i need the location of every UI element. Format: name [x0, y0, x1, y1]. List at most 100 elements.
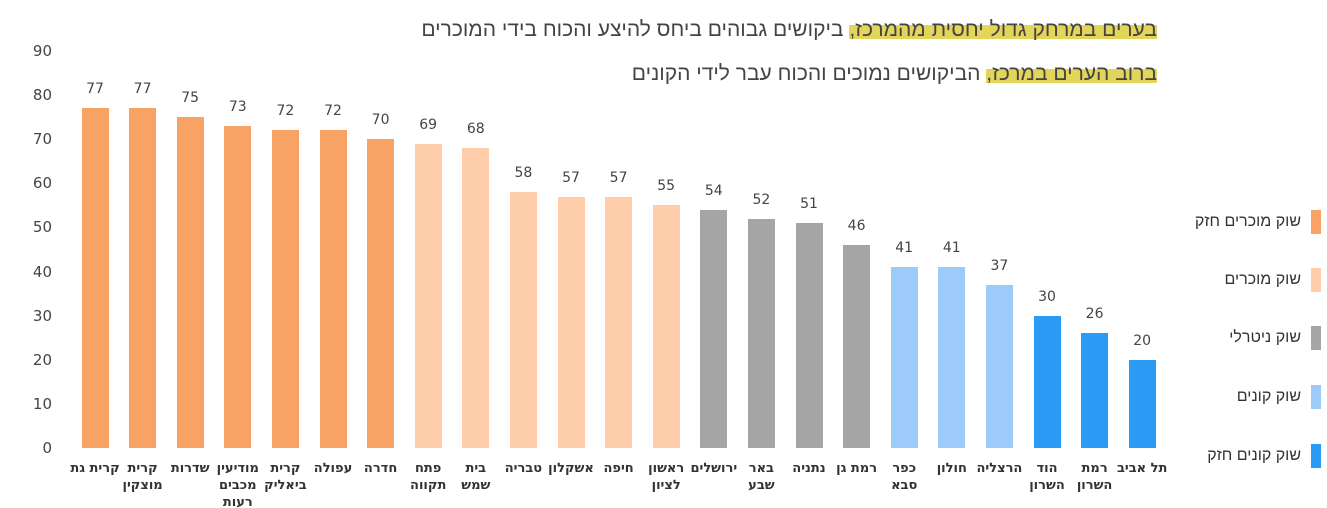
title-highlight: ברוב הערים במרכז, [986, 62, 1157, 85]
x-tick-label: הרצליה [976, 461, 1023, 476]
y-tick-label: 0 [42, 439, 52, 457]
x-tick-label: קרית ביאליק [264, 461, 307, 493]
legend-item: שוק קונים חזק [1207, 444, 1321, 468]
legend-item: שוק ניטרלי [1229, 326, 1321, 350]
data-label: 57 [609, 169, 628, 186]
x-tick-label: עפולה [313, 461, 353, 476]
x-tick-label: שדרות [170, 461, 210, 476]
legend-label: שוק קונים חזק [1207, 447, 1301, 464]
y-tick-label: 10 [32, 394, 52, 413]
x-tick-label: מודיעין מכבים רעות [216, 461, 259, 508]
legend-label: שוק ניטרלי [1229, 329, 1301, 346]
data-label: 20 [1133, 332, 1152, 349]
bar [224, 125, 252, 448]
x-tick-label: חיפה [603, 461, 634, 476]
y-tick-label: 20 [32, 350, 52, 369]
bar [652, 205, 680, 448]
y-tick-label: 90 [32, 42, 52, 60]
legend-item: שוק מוכרים חזק [1195, 210, 1321, 234]
bar [271, 130, 299, 448]
x-tick-label: באר שבע [748, 461, 775, 493]
legend-swatch [1311, 444, 1321, 468]
data-label: 77 [133, 81, 152, 98]
bar [985, 284, 1013, 448]
legend-swatch [1311, 326, 1321, 350]
y-tick-label: 60 [32, 174, 52, 193]
data-label: 41 [895, 240, 914, 257]
x-tick-label: נתניה [792, 461, 826, 476]
bar [81, 108, 109, 448]
x-tick-label: חדרה [363, 461, 398, 476]
data-label: 26 [1085, 306, 1104, 323]
bar [509, 192, 537, 448]
bar [557, 196, 585, 448]
x-tick-label: רמת גן [836, 461, 878, 476]
bar [1128, 359, 1156, 448]
bar [843, 245, 871, 448]
x-tick-label: קרית מוצקין [122, 461, 163, 493]
bar [129, 108, 157, 448]
bar [462, 148, 490, 448]
x-tick-label: הוד השרון [1029, 461, 1065, 493]
bar [176, 117, 204, 448]
data-label: 72 [276, 103, 295, 120]
x-tick-label: פתח תקווה [410, 461, 447, 493]
bar [890, 267, 918, 448]
x-tick-label: ירושלים [690, 461, 738, 476]
title-rest: ביקושים גבוהים ביחס להיצע והכוח בידי המו… [421, 18, 850, 41]
y-tick-label: 40 [32, 262, 52, 281]
bar [367, 139, 395, 448]
data-label: 30 [1038, 288, 1056, 305]
x-tick-label: רמת השרון [1076, 461, 1113, 493]
data-label: 41 [942, 240, 961, 257]
x-tick-label: כפר סבא [891, 461, 918, 493]
bar [1081, 333, 1109, 448]
x-tick-label: ראשון לציון [648, 461, 685, 493]
title-line-2: ברוב הערים במרכז, הביקושים נמוכים והכוח … [632, 62, 1157, 86]
data-label: 77 [86, 81, 104, 98]
x-tick-label: חולון [936, 461, 967, 476]
y-tick-label: 70 [32, 130, 52, 149]
title-line-1: בערים במרחק גדול יחסית מהמרכז, ביקושים ג… [421, 18, 1157, 42]
y-tick-label: 50 [32, 218, 52, 237]
data-label: 51 [800, 196, 818, 213]
y-tick-label: 30 [32, 306, 52, 325]
x-tick-label: טבריה [504, 461, 543, 476]
data-label: 37 [990, 257, 1009, 274]
data-label: 55 [657, 178, 676, 195]
bar [700, 209, 728, 448]
data-label: 69 [419, 116, 438, 133]
data-label: 68 [466, 121, 485, 138]
x-tick-label: תל אביב [1116, 461, 1168, 476]
bar [414, 143, 442, 448]
title-highlight: בערים במרחק גדול יחסית מהמרכז, [849, 18, 1157, 41]
data-label: 57 [562, 169, 580, 186]
x-tick-label: אשקלון [548, 461, 594, 476]
bar [605, 196, 633, 448]
data-label: 75 [181, 90, 200, 107]
legend-item: שוק קונים [1237, 385, 1321, 409]
legend-label: שוק קונים [1236, 388, 1301, 405]
bar [938, 267, 966, 448]
title-rest: הביקושים נמוכים והכוח עבר לידי הקונים [631, 62, 987, 85]
data-label: 46 [847, 218, 866, 235]
bar [747, 218, 775, 448]
legend-swatch [1311, 268, 1321, 292]
legend-label: שוק מוכרים [1224, 271, 1302, 288]
bar [1033, 315, 1061, 448]
data-label: 70 [371, 112, 390, 129]
data-label: 58 [514, 165, 533, 182]
data-label: 73 [228, 98, 247, 115]
x-tick-label: בית שמש [461, 461, 491, 493]
data-label: 54 [704, 182, 723, 199]
bar [319, 130, 347, 448]
bar [795, 223, 823, 448]
data-label: 72 [324, 103, 342, 120]
x-tick-label: קרית גת [70, 461, 120, 476]
data-label: 52 [752, 191, 771, 208]
legend-swatch [1311, 210, 1321, 234]
legend-swatch [1311, 385, 1321, 409]
y-tick-label: 80 [32, 86, 52, 105]
legend-label: שוק מוכרים חזק [1194, 213, 1301, 230]
